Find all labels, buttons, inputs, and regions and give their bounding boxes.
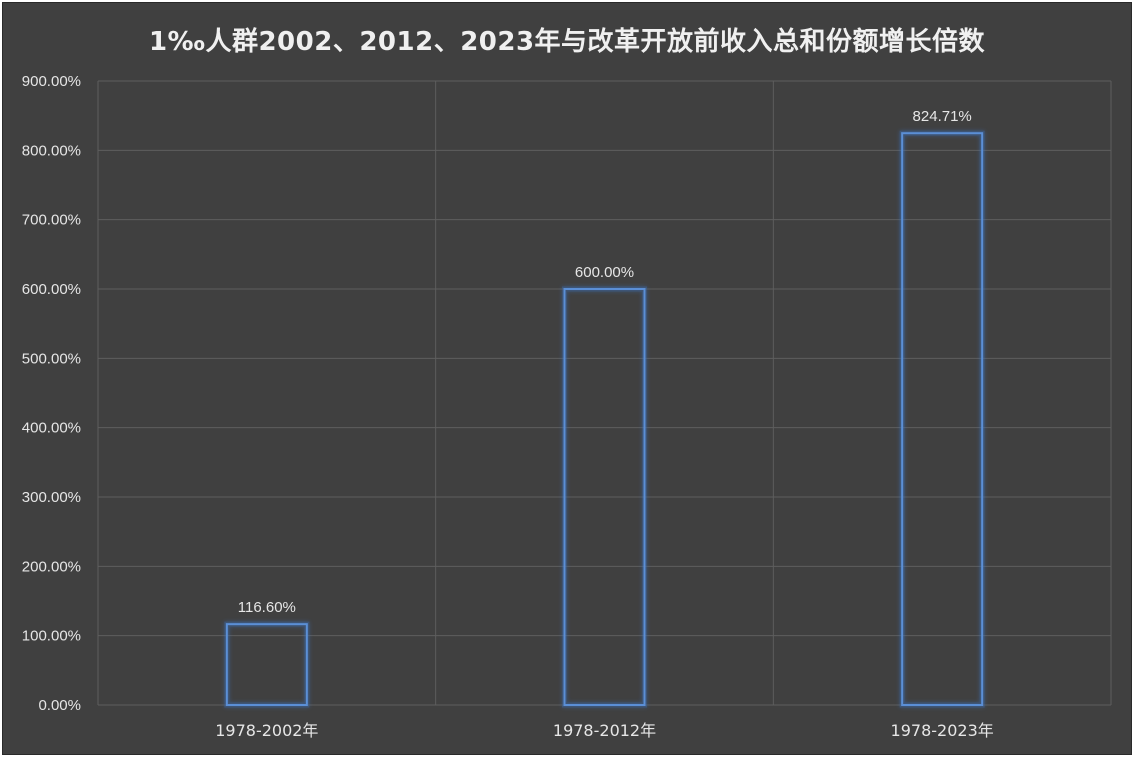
data-label: 600.00%: [575, 264, 634, 281]
bar-glow: [224, 621, 310, 708]
data-label: 116.60%: [238, 599, 296, 616]
y-tick-label: 700.00%: [22, 212, 81, 229]
chart-title: 1‰人群2002、2012、2023年与改革开放前收入总和份额增长倍数: [148, 27, 986, 57]
grid-layer: [97, 80, 1112, 706]
y-tick-label: 0.00%: [38, 697, 81, 714]
y-tick-label: 600.00%: [22, 281, 81, 298]
y-tick-label: 900.00%: [22, 73, 81, 90]
label-layer: 0.00% 100.00% 200.00% 300.00% 400.00% 500.00%…: [22, 73, 994, 740]
y-tick-label: 300.00%: [22, 489, 81, 506]
x-category-label: 1978-2023年: [891, 721, 994, 740]
chart-plot: 0.00% 100.00% 200.00% 300.00% 400.00% 500.00%…: [22, 73, 1112, 740]
bar: [901, 132, 984, 707]
y-tick-label: 500.00%: [22, 350, 81, 367]
bar: [225, 623, 308, 707]
x-category-label: 1978-2012年: [553, 721, 656, 740]
y-tick-label: 800.00%: [22, 142, 81, 159]
x-category-label: 1978-2002年: [215, 721, 318, 740]
y-tick-label: 400.00%: [22, 420, 81, 437]
data-label: 824.71%: [913, 108, 972, 125]
y-tick-label: 100.00%: [22, 628, 81, 645]
bar-glow: [899, 130, 985, 708]
bar: [563, 288, 646, 706]
y-tick-label: 200.00%: [22, 558, 81, 575]
bar-layer: [224, 130, 985, 708]
